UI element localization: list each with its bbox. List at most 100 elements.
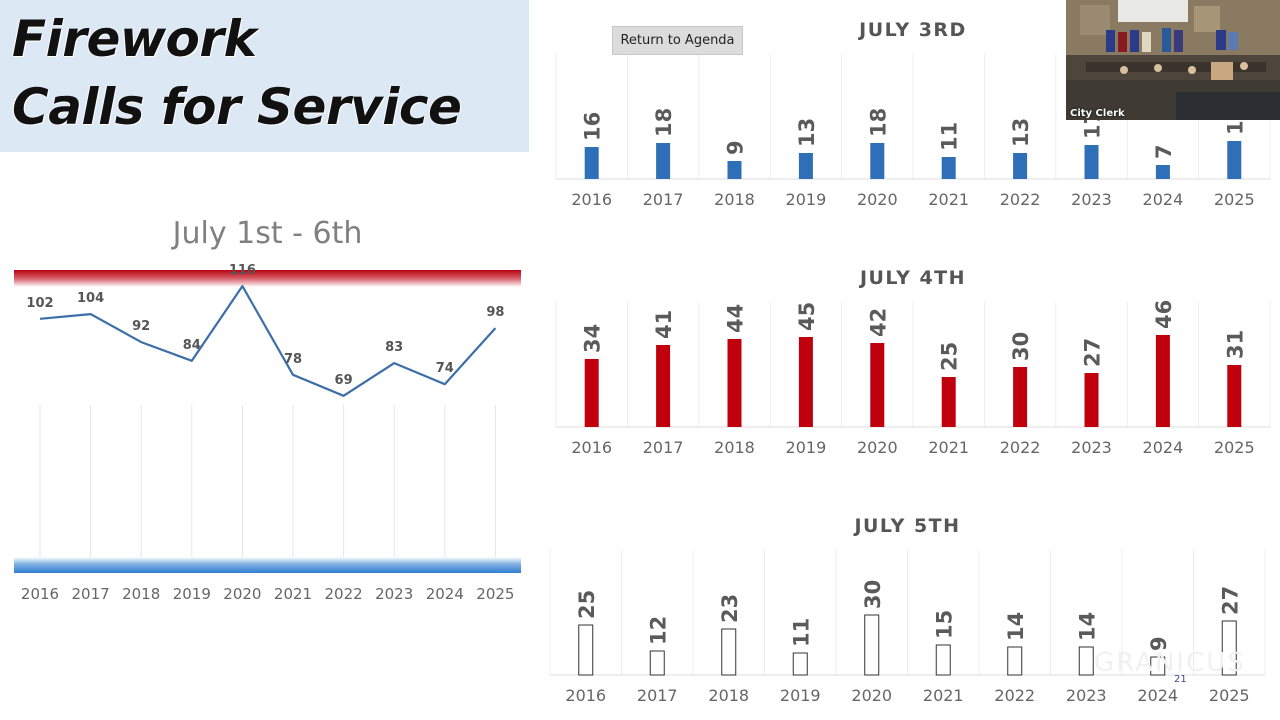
slide-title-line-2: Calls for Service: [12, 78, 462, 136]
title-banner: Firework Calls for Service: [0, 0, 529, 152]
bar: [727, 339, 742, 427]
data-label: 14: [1004, 612, 1028, 641]
bar: [1155, 335, 1170, 427]
bar: [1078, 646, 1094, 676]
total-series-line: [39, 285, 497, 397]
bar: [1227, 365, 1242, 427]
bar: [1013, 153, 1028, 179]
bar: [727, 161, 742, 179]
x-tick-label: 2025: [1214, 438, 1255, 457]
data-label: 13: [1009, 118, 1033, 147]
council-chamber-video-image: [1066, 0, 1280, 120]
data-label: 116: [229, 263, 256, 278]
slide-title-line-1: Firework: [12, 10, 257, 68]
blue-stripe-decoration: [14, 557, 521, 573]
x-tick-label: 2018: [122, 585, 160, 603]
x-tick-label: 2017: [72, 585, 110, 603]
data-label: 27: [1218, 586, 1242, 615]
x-tick-label: 2019: [786, 190, 827, 209]
bar: [656, 143, 671, 179]
data-label: 18: [866, 108, 890, 137]
bar: [578, 624, 594, 676]
watermark: GRANICUS: [1094, 648, 1246, 678]
data-label: 84: [183, 338, 201, 353]
data-label: 11: [789, 618, 813, 647]
july5-bar-chart: JULY 5TH 25 2016 12 2017 23 2018 11 2019 30 2020 15…: [549, 515, 1266, 705]
data-label: 31: [1223, 330, 1247, 359]
x-tick-label: 2021: [274, 585, 312, 603]
x-tick-label: 2023: [375, 585, 413, 603]
bar: [870, 143, 885, 179]
bar: [1155, 165, 1170, 179]
data-label: 92: [132, 319, 150, 334]
x-tick-label: 2020: [223, 585, 261, 603]
x-tick-label: 2016: [571, 190, 612, 209]
july4-bar-chart: JULY 4TH 34 2016 41 2017 44 2018 45 2019 42 2020 25…: [555, 267, 1271, 457]
data-label: 30: [1009, 332, 1033, 361]
chart-title: JULY 3RD: [857, 19, 967, 41]
total-chart-title: July 1st - 6th: [172, 216, 363, 251]
data-label: 25: [938, 342, 962, 371]
bar: [935, 644, 951, 676]
x-tick-label: 2017: [637, 686, 678, 705]
bar: [1013, 367, 1028, 427]
bar: [870, 343, 885, 427]
x-tick-label: 2023: [1071, 190, 1112, 209]
data-label: 9: [724, 140, 748, 155]
return-to-agenda-button[interactable]: Return to Agenda: [612, 26, 743, 55]
bar: [1007, 646, 1023, 676]
x-tick-label: 2025: [476, 585, 514, 603]
bar: [1084, 145, 1099, 179]
bar: [798, 337, 813, 427]
bar: [1227, 141, 1242, 179]
data-label: 30: [861, 580, 885, 609]
data-label: 44: [724, 304, 748, 333]
x-tick-label: 2023: [1071, 438, 1112, 457]
x-tick-label: 2016: [565, 686, 606, 705]
bar: [584, 359, 599, 427]
x-tick-label: 2019: [786, 438, 827, 457]
data-label: 78: [284, 352, 302, 367]
x-tick-label: 2021: [923, 686, 964, 705]
x-tick-label: 2020: [851, 686, 892, 705]
x-tick-label: 2019: [173, 585, 211, 603]
x-tick-label: 2022: [325, 585, 363, 603]
chart-title: JULY 5TH: [852, 515, 960, 537]
data-label: 7: [1152, 144, 1176, 159]
x-tick-label: 2020: [857, 438, 898, 457]
x-tick-label: 2024: [1143, 190, 1184, 209]
red-stripe-decoration: [14, 270, 521, 287]
data-label: 98: [486, 305, 504, 320]
data-label: 104: [77, 291, 104, 306]
data-label: 74: [436, 361, 454, 376]
x-tick-label: 2024: [1143, 438, 1184, 457]
x-tick-label: 2022: [1000, 190, 1041, 209]
data-label: 15: [932, 610, 956, 639]
data-label: 83: [385, 340, 403, 355]
x-tick-label: 2024: [426, 585, 464, 603]
bar: [584, 147, 599, 179]
x-tick-label: 2016: [571, 438, 612, 457]
data-label: 27: [1081, 338, 1105, 367]
x-tick-label: 2016: [21, 585, 59, 603]
data-label: 9: [1147, 636, 1171, 651]
x-tick-label: 2017: [643, 438, 684, 457]
data-label: 16: [581, 112, 605, 141]
data-label: 41: [652, 310, 676, 339]
x-tick-label: 2018: [708, 686, 749, 705]
bar: [1150, 656, 1166, 676]
x-tick-label: 2017: [643, 190, 684, 209]
data-label: 34: [581, 324, 605, 353]
bar: [649, 650, 665, 676]
x-tick-label: 2018: [714, 190, 755, 209]
data-label: 11: [938, 122, 962, 151]
x-tick-label: 2019: [780, 686, 821, 705]
bar: [656, 345, 671, 427]
x-tick-label: 2023: [1066, 686, 1107, 705]
data-label: 23: [718, 594, 742, 623]
data-label: 25: [575, 590, 599, 619]
data-label: 102: [26, 296, 53, 311]
bar: [941, 377, 956, 427]
chart-title: JULY 4TH: [858, 267, 966, 289]
page-number: 21: [1174, 674, 1187, 685]
